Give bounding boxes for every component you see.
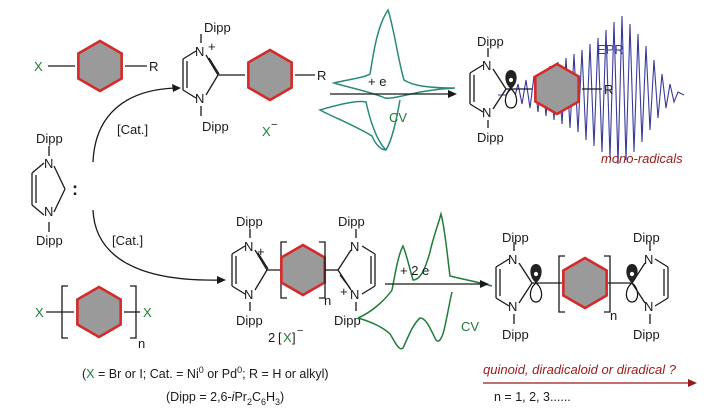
svg-text:N: N (482, 105, 491, 120)
minus-charge: − (297, 325, 303, 337)
anion-bracket-close: ] (292, 330, 296, 345)
cv-top: + e CV (318, 8, 457, 151)
plus-charge: + (208, 39, 216, 54)
branch-arrows: [Cat.] [Cat.] (92, 84, 226, 284)
dipp-label: Dipp (502, 230, 529, 245)
anion-bracket-open: [ (278, 330, 282, 345)
dipp-label: Dipp (477, 34, 504, 49)
label-r: R (149, 59, 158, 74)
svg-text:N: N (644, 252, 653, 267)
dipp-label: Dipp (36, 131, 63, 146)
imidazolium-aryl: N N + Dipp Dipp R X − (182, 20, 326, 139)
label-x: X (34, 59, 43, 74)
reduction-label: + e (368, 74, 386, 89)
svg-text:N: N (195, 91, 204, 106)
anion-count: 2 (268, 330, 275, 345)
repeat-n: n (610, 308, 617, 323)
product-question-label: quinoid, diradicaloid or diradical ? (483, 362, 677, 377)
mono-radicals-label: mono-radicals (601, 151, 683, 166)
n-values-label: n = 1, 2, 3...... (494, 390, 571, 404)
svg-text:N: N (508, 252, 517, 267)
label-r: R (604, 82, 613, 97)
svg-text:N: N (508, 299, 517, 314)
repeat-n: n (324, 293, 331, 308)
svg-text:N: N (244, 287, 253, 302)
dipp-label: Dipp (36, 233, 63, 248)
cv-label: CV (461, 319, 479, 334)
svg-text:N: N (244, 239, 253, 254)
aryl-dihalide-bottom: X X n (35, 285, 152, 351)
catalyst-label-top: [Cat.] (117, 122, 148, 137)
dipp-label: Dipp (236, 214, 263, 229)
svg-text:N: N (44, 156, 53, 171)
carbene: N N Dipp Dipp : (31, 131, 78, 248)
svg-text:N: N (482, 58, 491, 73)
minus-charge: − (271, 119, 277, 131)
dipp-label: Dipp (334, 313, 361, 328)
plus-charge: + (340, 284, 348, 299)
catalyst-label-bottom: [Cat.] (112, 233, 143, 248)
svg-text:N: N (44, 204, 53, 219)
label-x: X (35, 305, 44, 320)
cv-bottom: + 2 e CV (357, 211, 493, 350)
dipp-label: Dipp (633, 230, 660, 245)
footnote-line-1: (X = Br or I; Cat. = Ni0 or Pd0; R = H o… (82, 365, 329, 381)
dipp-label: Dipp (338, 214, 365, 229)
svg-text:N: N (350, 287, 359, 302)
lone-pair: : (72, 179, 78, 199)
footnote-line-2: (Dipp = 2,6-iPr2C6H3) (166, 390, 284, 407)
dipp-label: Dipp (477, 130, 504, 145)
dipp-label: Dipp (204, 20, 231, 35)
epr-spectrum (498, 15, 685, 165)
counter-anion: X (262, 124, 271, 139)
dipp-label: Dipp (202, 119, 229, 134)
diradical: N N Dipp Dipp n N N Dipp Dipp (495, 230, 669, 342)
svg-text:N: N (195, 44, 204, 59)
bis-imidazolium: N N + Dipp Dipp n N N + Dipp Dipp 2 [ X … (231, 214, 376, 345)
aryl-halide-top: X R (34, 39, 158, 93)
label-x: X (143, 305, 152, 320)
mono-radical: N N Dipp Dipp R EPR mono-radicals (469, 15, 685, 166)
epr-label: EPR (597, 42, 624, 57)
dipp-label: Dipp (502, 327, 529, 342)
label-r: R (317, 68, 326, 83)
dipp-label: Dipp (236, 313, 263, 328)
dipp-label: Dipp (633, 327, 660, 342)
footnote: (X = Br or I; Cat. = Ni0 or Pd0; R = H o… (82, 365, 329, 407)
svg-text:N: N (644, 299, 653, 314)
cv-label: CV (389, 110, 407, 125)
plus-charge: + (257, 244, 265, 259)
svg-text:N: N (350, 239, 359, 254)
repeat-n: n (138, 336, 145, 351)
reduction-label: + 2 e (400, 263, 429, 278)
product-question: quinoid, diradicaloid or diradical ? n =… (483, 362, 697, 404)
counter-anion: X (283, 330, 292, 345)
